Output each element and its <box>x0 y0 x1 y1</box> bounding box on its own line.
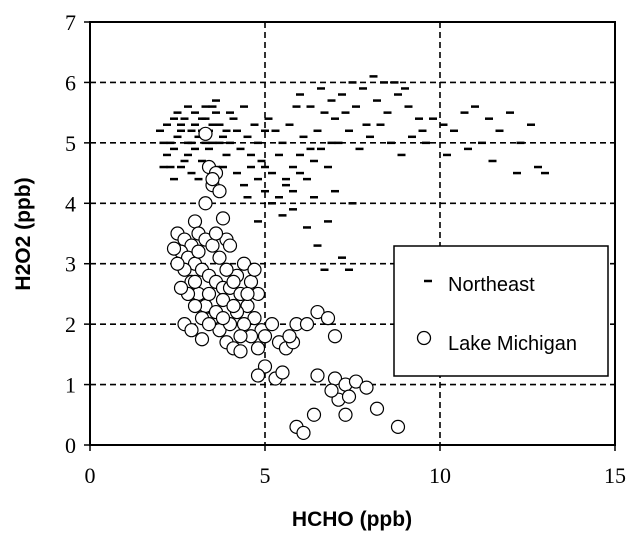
lake-michigan-point-56 <box>257 329 273 344</box>
series-northeast <box>156 75 549 272</box>
lake-michigan-point-73 <box>250 368 266 383</box>
lake-michigan-point-43 <box>212 250 227 265</box>
lake-michigan-point-90 <box>187 274 203 289</box>
lake-michigan-point-57 <box>264 317 280 332</box>
x-tick-label-1: 5 <box>260 463 271 488</box>
lake-michigan-point-40 <box>191 244 206 259</box>
lake-michigan-point-97 <box>201 286 217 302</box>
legend-marker-lake-michigan <box>416 330 432 346</box>
y-tick-label-2: 2 <box>65 312 76 337</box>
lake-michigan-point-65 <box>327 329 343 344</box>
lake-michigan-point-44 <box>219 262 234 277</box>
lake-michigan-point-28 <box>233 344 248 359</box>
lake-michigan-point-7 <box>215 211 231 226</box>
y-axis-title: H2O2 (ppb) <box>12 177 35 290</box>
lake-michigan-point-30 <box>187 298 203 314</box>
lake-michigan-point-92 <box>233 329 248 344</box>
lake-michigan-point-4 <box>212 184 227 199</box>
y-tick-label-1: 1 <box>65 373 76 398</box>
lake-michigan-point-8 <box>187 214 203 229</box>
lake-michigan-point-34 <box>215 292 231 308</box>
x-tick-label-3: 15 <box>604 463 626 488</box>
plot-frame <box>89 21 616 446</box>
lake-michigan-point-98 <box>215 311 231 326</box>
lake-michigan-point-53 <box>236 317 252 332</box>
lake-michigan-point-5 <box>205 172 220 187</box>
y-tick-label-3: 3 <box>65 252 76 277</box>
y-tick-label-5: 5 <box>65 131 76 156</box>
lake-michigan-point-45 <box>226 274 241 289</box>
lake-michigan-point-95 <box>208 226 224 241</box>
lake-michigan-point-81 <box>324 383 339 398</box>
lake-michigan-point-38 <box>243 274 259 289</box>
lake-michigan-point-42 <box>205 238 220 253</box>
lake-michigan-point-87 <box>296 425 311 441</box>
lake-michigan-point-96 <box>173 280 189 295</box>
lake-michigan-point-77 <box>348 374 364 389</box>
lake-michigan-point-80 <box>341 389 357 404</box>
lake-michigan-point-89 <box>170 256 185 271</box>
legend-label-lake-michigan: Lake Michigan <box>448 333 577 355</box>
y-tick-label-6: 6 <box>65 70 76 95</box>
lake-michigan-point-74 <box>310 368 325 383</box>
lake-michigan-point-88 <box>166 241 182 256</box>
y-tick-label-0: 0 <box>65 433 76 458</box>
lake-michigan-point-84 <box>369 401 385 416</box>
lake-michigan-point-82 <box>306 407 322 422</box>
lake-michigan-point-55 <box>250 341 266 356</box>
lake-michigan-point-69 <box>194 332 210 347</box>
lake-michigan-point-48 <box>247 311 262 326</box>
lake-michigan-point-94 <box>247 262 262 277</box>
x-tick-label-2: 10 <box>429 463 451 488</box>
lake-michigan-point-93 <box>240 286 255 302</box>
lake-michigan-point-51 <box>222 238 238 253</box>
lake-michigan-point-6 <box>198 196 213 211</box>
lake-michigan-point-63 <box>310 304 325 320</box>
legend-box <box>393 245 609 377</box>
lake-michigan-point-78 <box>359 380 374 395</box>
y-tick-label-4: 4 <box>65 191 76 216</box>
x-axis-title: HCHO (ppb) <box>292 508 412 531</box>
lake-michigan-point-66 <box>282 329 297 344</box>
lake-michigan-point-32 <box>201 317 217 332</box>
lake-michigan-point-64 <box>320 311 336 326</box>
lake-michigan-point-37 <box>236 256 252 271</box>
ticks: 0 5 10 15 0 1 2 3 4 5 6 7 <box>65 10 626 488</box>
lake-michigan-point-62 <box>299 317 315 332</box>
legend: Northeast Lake Michigan <box>393 245 609 377</box>
lake-michigan-point-99 <box>226 298 241 314</box>
lake-michigan-point-72 <box>275 365 290 380</box>
series-lake-michigan <box>166 126 406 441</box>
x-tick-label-0: 0 <box>85 463 96 488</box>
lake-michigan-point-68 <box>184 323 199 338</box>
lake-michigan-point-83 <box>338 407 353 422</box>
lake-michigan-point-85 <box>390 419 406 434</box>
y-tick-label-7: 7 <box>65 10 76 35</box>
lake-michigan-point-0 <box>198 126 213 141</box>
legend-label-northeast: Northeast <box>448 274 535 296</box>
